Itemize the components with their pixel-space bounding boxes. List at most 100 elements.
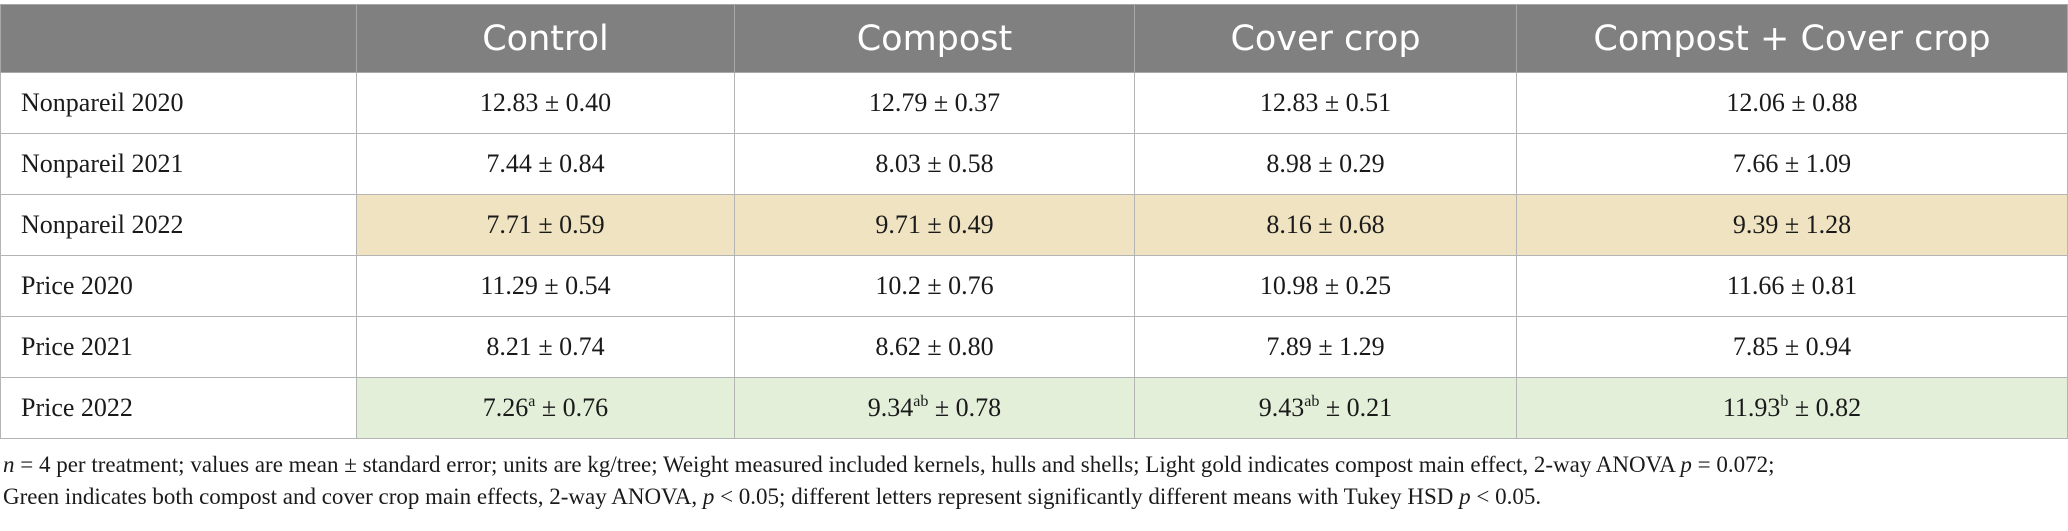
- cell-value: 8.62: [875, 332, 921, 361]
- cell-value: 12.83: [1259, 88, 1319, 117]
- table-cell: 7.71 ± 0.59: [356, 194, 735, 256]
- footnote-text: < 0.05; different letters represent sign…: [714, 484, 1460, 509]
- table-cell: 8.16 ± 0.68: [1134, 194, 1517, 256]
- cell-se: ± 0.40: [538, 88, 612, 117]
- cell-se: ± 0.84: [531, 149, 605, 178]
- table-cell: 12.06 ± 0.88: [1516, 72, 2068, 134]
- table-cell: 8.21 ± 0.74: [356, 316, 735, 378]
- cell-se: ± 0.54: [537, 271, 611, 300]
- cell-value: 8.21: [486, 332, 532, 361]
- cell-se: ± 1.29: [1311, 332, 1385, 361]
- row-label: Nonpareil 2021: [0, 133, 357, 195]
- cell-value: 8.03: [875, 149, 921, 178]
- row-label: Price 2021: [0, 316, 357, 378]
- cell-se: ± 0.78: [928, 393, 1002, 422]
- p-symbol: p: [1680, 452, 1692, 477]
- table-cell: 8.03 ± 0.58: [734, 133, 1135, 195]
- footnote-line-1: n = 4 per treatment; values are mean ± s…: [3, 449, 2065, 481]
- table-cell: 7.26a ± 0.76: [356, 377, 735, 439]
- footnote-text: = 4 per treatment; values are mean ± sta…: [14, 452, 1681, 477]
- table-cell: 10.2 ± 0.76: [734, 255, 1135, 317]
- table-cell: 9.43ab ± 0.21: [1134, 377, 1517, 439]
- header-compost-cover-crop: Compost + Cover crop: [1516, 4, 2068, 73]
- cell-value: 11.93: [1722, 393, 1781, 422]
- cell-se: ± 0.76: [535, 393, 609, 422]
- cell-se: ± 0.21: [1319, 393, 1393, 422]
- cell-value: 7.85: [1732, 332, 1779, 361]
- table-cell: 7.89 ± 1.29: [1134, 316, 1517, 378]
- cell-value: 10.2: [875, 271, 921, 300]
- row-label: Price 2020: [0, 255, 357, 317]
- table-cell: 7.66 ± 1.09: [1516, 133, 2068, 195]
- table-cell: 9.71 ± 0.49: [734, 194, 1135, 256]
- cell-letter: ab: [1304, 393, 1320, 410]
- table-cell: 11.93b ± 0.82: [1516, 377, 2068, 439]
- table-cell: 7.44 ± 0.84: [356, 133, 735, 195]
- cell-se: ± 0.68: [1311, 210, 1385, 239]
- cell-se: ± 0.29: [1311, 149, 1385, 178]
- cell-value: 8.16: [1266, 210, 1312, 239]
- table-cell: 12.83 ± 0.40: [356, 72, 735, 134]
- cell-se: ± 0.94: [1778, 332, 1852, 361]
- cell-se: ± 0.82: [1788, 393, 1862, 422]
- cell-se: ± 0.76: [920, 271, 994, 300]
- cell-se: ± 1.28: [1778, 210, 1852, 239]
- cell-se: ± 1.09: [1778, 149, 1852, 178]
- cell-value: 12.83: [479, 88, 539, 117]
- row-label: Nonpareil 2020: [0, 72, 357, 134]
- table-footnote: n = 4 per treatment; values are mean ± s…: [3, 449, 2065, 513]
- cell-value: 12.79: [868, 88, 928, 117]
- cell-letter: ab: [913, 393, 929, 410]
- table-row: Price 2022 7.26a ± 0.76 9.34ab ± 0.78 9.…: [0, 377, 2068, 439]
- cell-value: 11.29: [480, 271, 538, 300]
- cell-se: ± 0.58: [920, 149, 994, 178]
- p-symbol: p: [702, 484, 715, 509]
- cell-value: 12.06: [1726, 88, 1785, 117]
- table-row: Price 2021 8.21 ± 0.74 8.62 ± 0.80 7.89 …: [0, 316, 2068, 378]
- cell-se: ± 0.37: [927, 88, 1001, 117]
- cell-se: ± 0.51: [1318, 88, 1392, 117]
- row-label: Nonpareil 2022: [0, 194, 357, 256]
- table-cell: 11.29 ± 0.54: [356, 255, 735, 317]
- cell-se: ± 0.74: [531, 332, 605, 361]
- cell-se: ± 0.59: [531, 210, 605, 239]
- table-cell: 9.39 ± 1.28: [1516, 194, 2068, 256]
- p-symbol: p: [1459, 484, 1471, 509]
- table-row: Nonpareil 2021 7.44 ± 0.84 8.03 ± 0.58 8…: [0, 133, 2068, 195]
- header-compost: Compost: [734, 4, 1135, 73]
- header-corner: [0, 4, 357, 73]
- row-label: Price 2022: [0, 377, 357, 439]
- cell-value: 9.34: [867, 393, 914, 422]
- table-cell: 7.85 ± 0.94: [1516, 316, 2068, 378]
- footnote-text: < 0.05.: [1470, 484, 1542, 509]
- footnote-line-2: Green indicates both compost and cover c…: [3, 481, 2065, 513]
- table-cell: 12.83 ± 0.51: [1134, 72, 1517, 134]
- cell-value: 7.66: [1732, 149, 1779, 178]
- cell-value: 8.98: [1266, 149, 1312, 178]
- results-table: Control Compost Cover crop Compost + Cov…: [0, 4, 2068, 439]
- table-cell: 8.98 ± 0.29: [1134, 133, 1517, 195]
- cell-se: ± 0.25: [1318, 271, 1392, 300]
- cell-se: ± 0.49: [920, 210, 994, 239]
- header-control: Control: [356, 4, 735, 73]
- cell-value: 11.66: [1726, 271, 1785, 300]
- footnote-text: Green indicates both compost and cover c…: [3, 484, 703, 509]
- results-table-container: Control Compost Cover crop Compost + Cov…: [0, 4, 2068, 439]
- table-row: Price 2020 11.29 ± 0.54 10.2 ± 0.76 10.9…: [0, 255, 2068, 317]
- cell-se: ± 0.81: [1784, 271, 1858, 300]
- cell-letter: b: [1780, 393, 1789, 410]
- header-row: Control Compost Cover crop Compost + Cov…: [0, 4, 2068, 73]
- cell-value: 9.43: [1258, 393, 1305, 422]
- table-cell: 10.98 ± 0.25: [1134, 255, 1517, 317]
- cell-value: 7.44: [486, 149, 532, 178]
- cell-se: ± 0.88: [1784, 88, 1858, 117]
- cell-value: 7.26: [482, 393, 529, 422]
- table-row: Nonpareil 2020 12.83 ± 0.40 12.79 ± 0.37…: [0, 72, 2068, 134]
- cell-value: 7.89: [1266, 332, 1312, 361]
- cell-letter: a: [528, 393, 536, 410]
- cell-value: 9.71: [875, 210, 921, 239]
- header-cover-crop: Cover crop: [1134, 4, 1517, 73]
- cell-value: 10.98: [1259, 271, 1319, 300]
- table-cell: 9.34ab ± 0.78: [734, 377, 1135, 439]
- cell-value: 9.39: [1732, 210, 1779, 239]
